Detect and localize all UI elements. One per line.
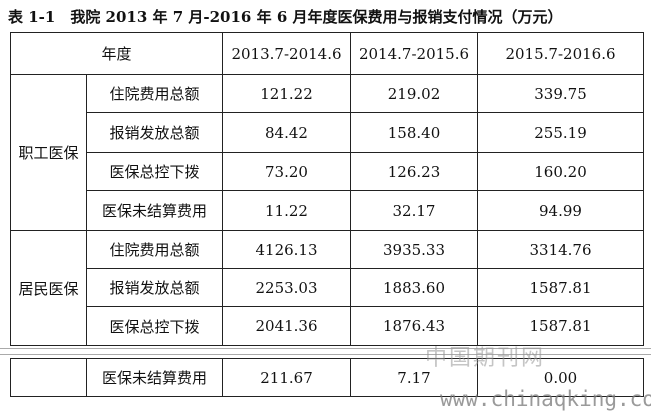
value-cell: 255.19 xyxy=(477,112,644,153)
value-cell: 126.23 xyxy=(350,152,478,191)
value-cell: 84.42 xyxy=(222,112,351,153)
value-cell: 1587.81 xyxy=(477,306,644,346)
table-title: 表 1-1 我院 2013 年 7 月-2016 年 6 月年度医保费用与报销支… xyxy=(8,8,563,26)
group-label xyxy=(10,358,87,397)
value-cell: 160.20 xyxy=(477,152,644,191)
value-cell: 2041.36 xyxy=(222,306,351,346)
row-label: 医保未结算费用 xyxy=(86,358,223,397)
group-label: 职工医保 xyxy=(10,74,87,231)
value-cell: 121.22 xyxy=(222,74,351,113)
row-label: 住院费用总额 xyxy=(86,230,223,269)
watermark-url: www.chinaqking.com xyxy=(440,387,651,411)
value-cell: 94.99 xyxy=(477,190,644,231)
row-label: 住院费用总额 xyxy=(86,74,223,113)
value-cell: 73.20 xyxy=(222,152,351,191)
value-cell: 4126.13 xyxy=(222,230,351,269)
value-cell: 2253.03 xyxy=(222,268,351,307)
row-label: 报销发放总额 xyxy=(86,268,223,307)
value-cell: 3314.76 xyxy=(477,230,644,269)
value-cell: 11.22 xyxy=(222,190,351,231)
value-cell: 32.17 xyxy=(350,190,478,231)
value-cell: 1587.81 xyxy=(477,268,644,307)
value-cell: 3935.33 xyxy=(350,230,478,269)
header-cell: 2013.7-2014.6 xyxy=(222,32,351,75)
value-cell: 0.00 xyxy=(477,358,644,397)
header-cell: 2015.7-2016.6 xyxy=(477,32,644,75)
row-label: 医保总控下拨 xyxy=(86,306,223,346)
value-cell: 211.67 xyxy=(222,358,351,397)
group-label: 居民医保 xyxy=(10,230,87,346)
value-cell: 1883.60 xyxy=(350,268,478,307)
break-line xyxy=(0,354,651,355)
row-label: 医保未结算费用 xyxy=(86,190,223,231)
header-cell: 年度 xyxy=(10,32,223,75)
break-line xyxy=(0,348,651,349)
row-label: 报销发放总额 xyxy=(86,112,223,153)
row-label: 医保总控下拨 xyxy=(86,152,223,191)
value-cell: 339.75 xyxy=(477,74,644,113)
value-cell: 158.40 xyxy=(350,112,478,153)
value-cell: 219.02 xyxy=(350,74,478,113)
header-cell: 2014.7-2015.6 xyxy=(350,32,478,75)
watermark-logo: 中国期刊网 xyxy=(425,346,546,371)
